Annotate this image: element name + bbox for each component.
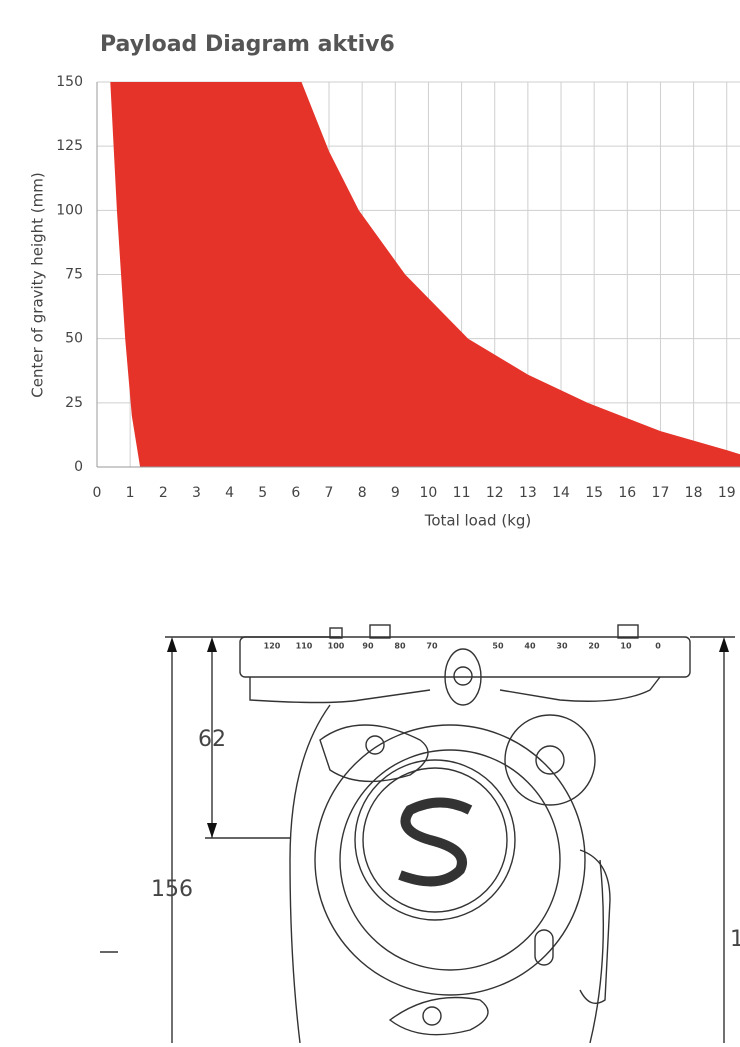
housing [314,724,586,996]
head-body [289,704,605,1044]
scale-label: 30 [556,642,568,651]
scale-label: 80 [394,642,406,651]
scale-label: 0 [655,642,661,651]
logo [398,797,473,887]
x-tick-label: 14 [552,485,570,501]
arrow [167,637,177,652]
scale-label: 100 [328,642,345,651]
x-axis-label: Total load (kg) [424,512,532,530]
x-tick-label: 3 [192,485,201,501]
screw [422,1006,442,1026]
scale-label: 40 [524,642,536,651]
x-tick-label: 19 [718,485,736,501]
scale-label: 50 [492,642,504,651]
stud [369,624,391,639]
scale: 120 110 100 90 80 70 50 40 30 20 10 0 [264,642,662,651]
dimension-label: 156 [151,877,193,902]
scale-label: 120 [264,642,281,651]
lock-lever [444,648,482,706]
stud [617,624,639,639]
x-tick-label: 16 [618,485,636,501]
x-tick-label: 9 [391,485,400,501]
screw [453,666,473,686]
plate-body [249,676,661,704]
x-tick-label: 4 [225,485,234,501]
knob-center [535,745,565,775]
lever [319,724,429,783]
scale-label: 20 [588,642,600,651]
scale-label: 110 [296,642,313,651]
logo-disc [354,759,516,921]
x-tick-label: 8 [358,485,367,501]
y-tick-label: 50 [65,331,83,347]
dimension-label: 62 [198,727,226,752]
y-axis-label: Center of gravity height (mm) [29,172,47,397]
y-tick-label: 75 [65,267,83,283]
x-tick-label: 18 [685,485,703,501]
x-tick-label: 15 [585,485,603,501]
payload-area [110,82,740,467]
stud [329,627,343,639]
screw [365,735,385,755]
side-lever [579,849,611,1004]
logo-disc-inner [362,767,508,913]
scale-label: 10 [620,642,632,651]
y-tick-label: 0 [74,459,83,475]
lever [388,996,489,1036]
x-tick-label: 13 [519,485,537,501]
dimension-label: 186 [730,927,740,952]
x-tick-label: 6 [291,485,300,501]
arrow [719,637,729,652]
x-tick-label: 1 [126,485,135,501]
plate [239,636,691,678]
y-tick-label: 25 [65,395,83,411]
y-tick-label: 100 [56,202,83,218]
chart-title: Payload Diagram aktiv6 [100,32,395,57]
knob [504,714,596,806]
scale-label: 70 [426,642,438,651]
x-tick-label: 0 [93,485,102,501]
x-tick-label: 11 [453,485,471,501]
x-tick-label: 2 [159,485,168,501]
x-tick-label: 10 [420,485,438,501]
scale-label: 90 [362,642,374,651]
x-tick-label: 12 [486,485,504,501]
x-tick-label: 7 [325,485,334,501]
x-tick-label: 17 [652,485,670,501]
y-tick-label: 150 [56,74,83,90]
slot [534,929,554,966]
y-tick-label: 125 [56,138,83,154]
housing-inner [339,749,561,971]
x-tick-label: 5 [258,485,267,501]
